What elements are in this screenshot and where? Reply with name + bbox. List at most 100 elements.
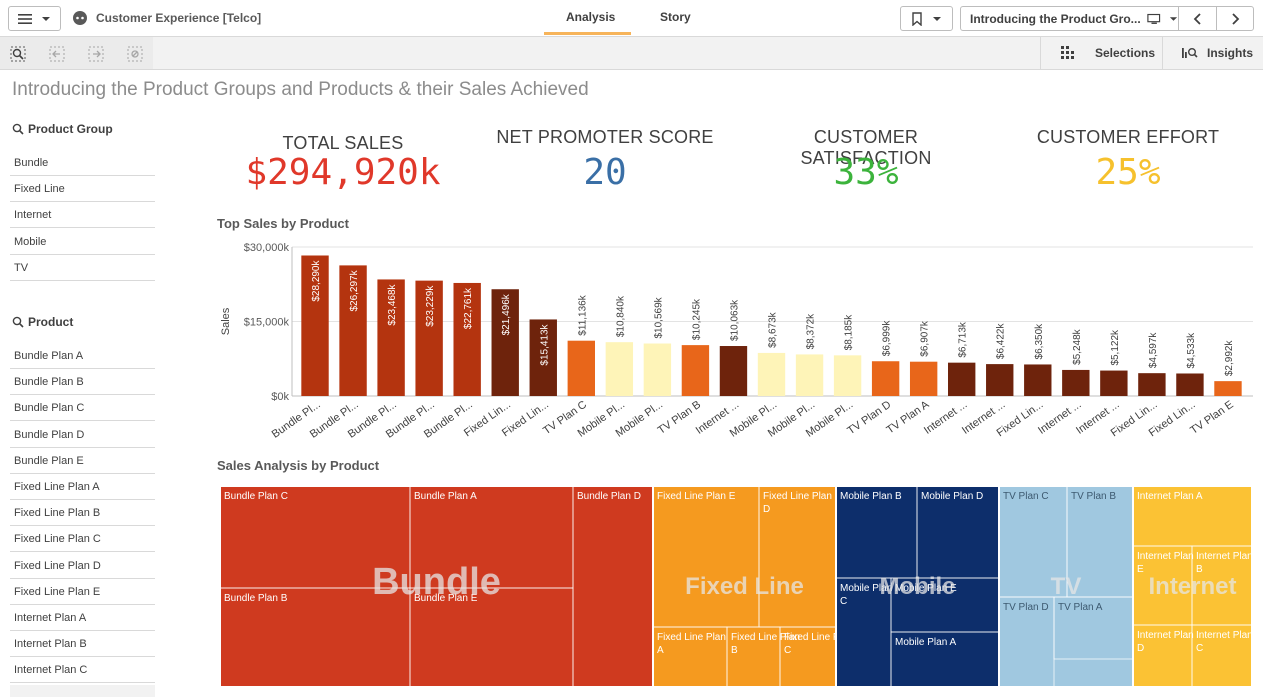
bar-data-label: $5,122k (1110, 329, 1121, 366)
bar-data-label: $6,713k (958, 321, 969, 358)
clear-selections-icon[interactable] (127, 46, 143, 62)
treemap-leaf-label: Mobile Plan C (840, 583, 892, 607)
tab-analysis[interactable]: Analysis (566, 10, 616, 24)
product-list-item[interactable]: Fixed Line Plan D (10, 553, 155, 579)
bookmarks-button[interactable] (900, 6, 953, 31)
bar-data-label: $23,468k (387, 283, 398, 325)
bar[interactable] (1062, 369, 1090, 396)
sheet-icon (1146, 13, 1160, 24)
treemap-leaf-label: Mobile Plan D (921, 491, 983, 502)
bar[interactable] (1176, 373, 1204, 396)
product-group-list-item[interactable]: Mobile (10, 229, 155, 255)
bar-data-label: $6,907k (920, 320, 931, 357)
treemap-leaf-label: TV Plan D (1003, 602, 1049, 613)
bar[interactable] (377, 279, 405, 396)
chevron-right-icon (1232, 12, 1240, 25)
bar[interactable] (681, 345, 710, 396)
treemap-title: Sales Analysis by Product (217, 458, 380, 473)
bar[interactable] (948, 362, 976, 396)
bar[interactable] (1100, 370, 1128, 396)
bar[interactable] (757, 352, 786, 396)
bar-data-label: $10,840k (615, 295, 626, 337)
bar[interactable] (643, 343, 672, 396)
product-list-item[interactable]: Fixed Line Plan C (10, 526, 155, 553)
bar[interactable] (1024, 364, 1052, 396)
bar[interactable] (605, 342, 634, 396)
insights-icon (1182, 48, 1198, 58)
product-group-list-item[interactable]: Internet (10, 202, 155, 229)
product-list-item[interactable]: Bundle Plan B (10, 369, 155, 396)
search-icon[interactable] (12, 123, 24, 135)
x-tick-label: TV Plan E (1188, 399, 1235, 437)
app-icon (73, 11, 87, 25)
treemap-leaf-label: TV Plan A (1058, 602, 1103, 613)
sheet-heading: Introducing the Product Groups and Produ… (12, 79, 589, 100)
bar-data-label: $6,422k (996, 323, 1007, 360)
chevron-left-icon (1193, 12, 1201, 25)
treemap-group[interactable] (220, 486, 654, 687)
bar[interactable] (339, 265, 367, 396)
bar[interactable] (529, 319, 557, 396)
product-list-item[interactable]: Internet Plan B (10, 631, 155, 658)
product-group-list-item[interactable]: Bundle (10, 150, 155, 176)
next-sheet-button[interactable] (1216, 6, 1254, 31)
treemap-leaf[interactable] (409, 587, 574, 687)
insights-button[interactable]: Insights (1162, 37, 1263, 69)
bar[interactable] (795, 354, 824, 396)
bar-data-label: $15,413k (539, 323, 550, 365)
previous-sheet-button[interactable] (1178, 6, 1217, 31)
product-group-filter-title: Product Group (28, 122, 113, 136)
bar[interactable] (719, 346, 748, 396)
bar[interactable] (453, 282, 481, 396)
product-list-item[interactable]: Fixed Line Plan B (10, 500, 155, 527)
treemap-leaf-label: Internet Plan A (1137, 491, 1203, 502)
active-tab-indicator (544, 32, 631, 35)
bar[interactable] (833, 355, 862, 396)
bar[interactable] (1138, 373, 1166, 396)
product-list-item[interactable]: Bundle Plan D (10, 422, 155, 448)
selections-button[interactable]: Selections (1040, 37, 1163, 69)
bar[interactable] (301, 255, 329, 396)
bar[interactable] (1214, 381, 1242, 396)
bar-data-label: $4,597k (1148, 332, 1159, 369)
bar-data-label: $6,350k (1034, 323, 1045, 360)
tab-story[interactable]: Story (660, 10, 691, 24)
product-list-item[interactable]: Bundle Plan E (10, 448, 155, 474)
smart-search-icon[interactable] (10, 46, 26, 62)
bar[interactable] (871, 361, 900, 396)
sales-analysis-treemap[interactable]: Bundle Plan C Bundle Plan A Bundle Plan D B… (220, 486, 1252, 687)
product-group-list-item[interactable]: TV (10, 255, 155, 281)
treemap-leaf-label: Mobile Plan A (895, 637, 956, 648)
product-list-item[interactable]: Internet Plan C (10, 657, 155, 684)
treemap-group-label: TV (1051, 573, 1082, 600)
list-scroll-indicator[interactable] (10, 685, 155, 697)
product-group-list-item[interactable]: Fixed Line (10, 176, 155, 203)
bar[interactable] (909, 361, 938, 396)
kpi-csat-label: CUSTOMER SATISFACTION (800, 127, 932, 168)
treemap-leaf[interactable] (1191, 624, 1252, 687)
bar-data-label: $10,063k (729, 299, 740, 341)
treemap-leaf-label: Internet Plan D (1137, 630, 1194, 654)
bar[interactable] (986, 364, 1014, 396)
search-icon[interactable] (12, 316, 24, 328)
treemap-leaf-label: Fixed Line Plan D (763, 491, 832, 515)
bar[interactable] (567, 340, 595, 396)
product-list-item[interactable]: Bundle Plan C (10, 395, 155, 422)
step-forward-icon[interactable] (88, 46, 104, 62)
bar[interactable] (491, 289, 519, 396)
product-list-item[interactable]: Fixed Line Plan A (10, 474, 155, 500)
product-list-item[interactable]: Bundle Plan A (10, 343, 155, 369)
navigation-menu-button[interactable] (8, 6, 61, 31)
treemap-leaf-label: Fixed Line Plan B (731, 632, 800, 656)
x-tick-label: TV Plan D (845, 399, 893, 438)
bar-data-label: $21,496k (501, 293, 512, 335)
treemap-group-label: Fixed Line (685, 573, 804, 600)
bar-data-label: $28,290k (311, 260, 322, 302)
product-list-item[interactable]: Internet Plan A (10, 605, 155, 631)
bar[interactable] (415, 280, 443, 396)
step-back-icon[interactable] (49, 46, 65, 62)
product-list-item[interactable]: Fixed Line Plan E (10, 579, 155, 605)
bar-data-label: $10,569k (653, 296, 664, 338)
sheet-selector[interactable]: Introducing the Product Gro... (960, 6, 1179, 31)
